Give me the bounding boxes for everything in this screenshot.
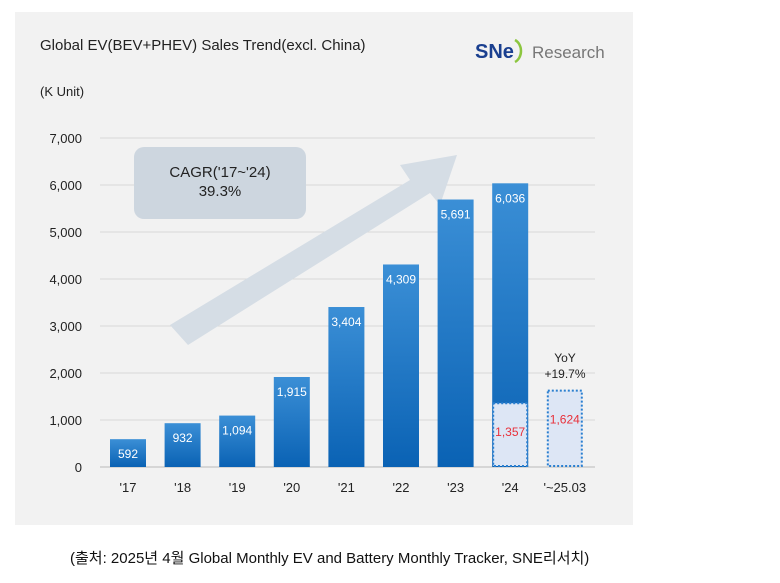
bar-value-label: 592	[118, 447, 138, 461]
bar-value-label: 4,309	[386, 272, 416, 286]
cagr-label: CAGR('17~'24)	[169, 164, 270, 181]
chart-title: Global EV(BEV+PHEV) Sales Trend(excl. Ch…	[40, 37, 366, 54]
x-tick-label: '24	[502, 480, 519, 495]
bar	[273, 376, 310, 467]
y-tick-label: 4,000	[49, 272, 82, 287]
bar	[328, 307, 365, 467]
x-tick-label: '19	[229, 480, 246, 495]
y-tick-label: 1,000	[49, 413, 82, 428]
bar	[110, 439, 146, 467]
bar	[219, 415, 256, 467]
q1-bar	[546, 389, 583, 467]
bar-value-label: 5,691	[441, 208, 471, 222]
bar	[437, 199, 474, 467]
y-tick-label: 3,000	[49, 319, 82, 334]
x-tick-label: '~25.03	[543, 480, 586, 495]
x-tick-label: '17	[120, 480, 137, 495]
x-tick-label: '18	[174, 480, 191, 495]
source-caption: (출처: 2025년 4월 Global Monthly EV and Batt…	[70, 550, 589, 567]
bar-value-label: 1,094	[222, 424, 252, 438]
bar	[383, 264, 419, 467]
bar	[164, 423, 201, 467]
bar-value-label: 1,915	[277, 385, 307, 399]
brand-logo: SNe Research	[475, 38, 605, 64]
svg-text:SNe: SNe	[475, 41, 514, 63]
svg-text:Research: Research	[532, 43, 605, 62]
x-tick-label: '22	[393, 480, 410, 495]
y-tick-label: 5,000	[49, 225, 82, 240]
cagr-value: 39.3%	[199, 183, 242, 200]
bar-value-label: 6,036	[495, 191, 525, 205]
bar-value-label: 932	[173, 431, 193, 445]
growth-arrow	[170, 155, 457, 345]
y-tick-label: 2,000	[49, 366, 82, 381]
q1-bar	[492, 402, 529, 468]
y-tick-label: 7,000	[49, 131, 82, 146]
y-tick-label: 0	[75, 460, 82, 475]
x-tick-label: '23	[447, 480, 464, 495]
y-tick-label: 6,000	[49, 178, 82, 193]
y-axis-unit: (K Unit)	[40, 84, 84, 99]
yoy-value: +19.7%	[544, 367, 585, 381]
yoy-label: YoY	[554, 351, 576, 365]
bar-value-label: 3,404	[331, 315, 361, 329]
q1-value-label: 1,357	[495, 425, 525, 439]
x-tick-label: '20	[283, 480, 300, 495]
chart-panel	[15, 12, 633, 525]
q1-value-label: 1,624	[550, 413, 580, 427]
x-tick-label: '21	[338, 480, 355, 495]
cagr-box	[134, 147, 306, 219]
